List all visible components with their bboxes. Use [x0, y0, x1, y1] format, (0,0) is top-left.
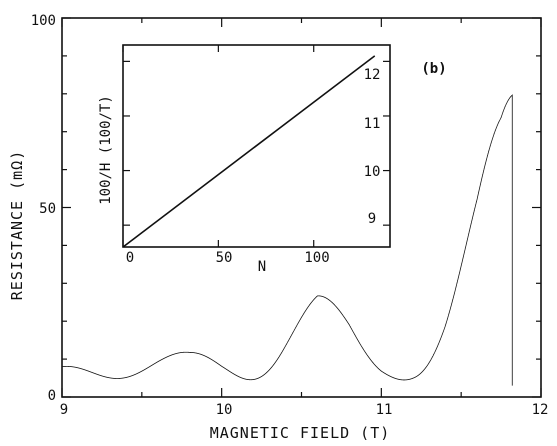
resistance-trace	[61, 94, 513, 386]
x-tick-label-10: 10	[216, 402, 233, 418]
x-axis-label: MAGNETIC FIELD (T)	[210, 424, 391, 442]
inset-fit-line	[122, 55, 376, 248]
inset-y-tick-label-9: 9	[368, 211, 376, 227]
inset-x-tick-label-0: 0	[126, 250, 134, 266]
inset-x-tick-label-50: 50	[216, 250, 233, 266]
main-tick-labels: 9 10 11 12 0 50 100	[31, 13, 549, 418]
x-tick-label-9: 9	[60, 402, 68, 418]
inset-y-tick-label-10: 10	[364, 164, 381, 180]
main-plot: 9 10 11 12 0 50 100 MAGNETIC FIELD (T) R…	[8, 13, 548, 442]
y-tick-label-50: 50	[39, 201, 56, 217]
inset-y-axis-label: 100/H (100/T)	[98, 95, 114, 205]
inset-x-tick-label-100: 100	[304, 250, 329, 266]
y-tick-label-100: 100	[31, 13, 56, 29]
x-tick-label-12: 12	[532, 402, 549, 418]
inset-y-tick-label-11: 11	[364, 116, 381, 132]
inset-y-tick-label-12: 12	[364, 67, 381, 83]
inset-ticks	[122, 45, 390, 247]
main-ticks	[61, 17, 542, 398]
x-tick-label-11: 11	[376, 402, 393, 418]
y-axis-label: RESISTANCE (mΩ)	[8, 150, 26, 300]
y-tick-label-0: 0	[48, 388, 56, 404]
panel-label: (b)	[421, 61, 446, 77]
inset-plot: 0 50 100 9 10 11 12 N 100/H (100/T)	[98, 44, 391, 275]
inset-x-axis-label: N	[258, 259, 266, 275]
